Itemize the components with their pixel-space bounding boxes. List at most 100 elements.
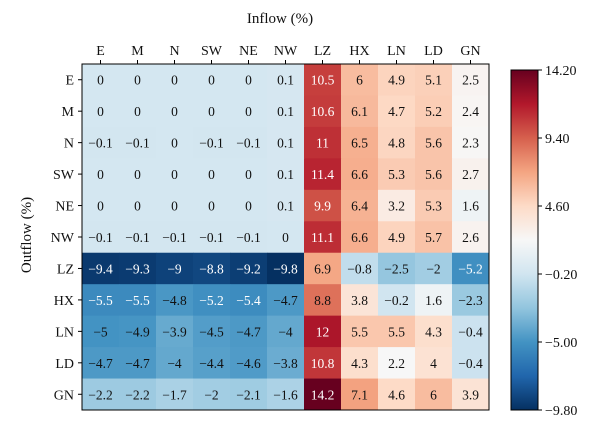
heatmap-cell: [156, 189, 194, 222]
row-tick-label: M: [62, 105, 75, 120]
cell-value-label: 4.8: [388, 136, 405, 151]
heatmap-cell: [304, 284, 342, 317]
heatmap-cell: [82, 221, 120, 254]
cell-value-label: 0.1: [277, 104, 294, 119]
cell-value-label: 0.1: [277, 73, 294, 88]
cell-value-label: 5.1: [425, 73, 442, 88]
heatmap-cell: [415, 158, 453, 191]
heatmap-cell: [230, 189, 268, 222]
heatmap-cell: [156, 64, 194, 96]
heatmap-cell: [230, 315, 268, 348]
cell-value-label: −5.5: [88, 293, 113, 308]
cell-value-label: 5.3: [388, 167, 405, 182]
column-tick-label: NE: [239, 44, 258, 59]
cell-value-label: 2.5: [462, 73, 479, 88]
cell-value-label: 6.9: [314, 261, 331, 276]
row-tick-label: LN: [55, 325, 74, 340]
heatmap-cell: [452, 126, 490, 159]
cell-value-label: −9.2: [236, 261, 261, 276]
cell-value-label: 2.3: [462, 136, 479, 151]
heatmap-cell: [341, 189, 379, 222]
heatmap-cell: [378, 378, 416, 411]
cell-value-label: −0.4: [458, 356, 483, 371]
heatmap-cell: [378, 126, 416, 159]
heatmap-cell: [378, 158, 416, 191]
heatmap-cell: [267, 315, 305, 348]
cell-value-label: −5.5: [125, 293, 150, 308]
cell-value-label: 5.2: [425, 104, 442, 119]
heatmap-cell: [193, 95, 231, 128]
cell-value-label: 3.2: [388, 199, 405, 214]
cell-value-label: 0: [171, 136, 178, 151]
cell-value-label: −9.8: [273, 261, 298, 276]
cell-value-label: 4.6: [388, 387, 405, 402]
heatmap-cell: [230, 347, 268, 379]
cell-value-label: 6.6: [351, 230, 368, 245]
cell-value-label: 8.8: [314, 293, 331, 308]
cell-value-label: 6.1: [351, 104, 368, 119]
heatmap-cell: [378, 315, 416, 348]
heatmap-cell: [304, 95, 342, 128]
heatmap-cell: [415, 378, 453, 411]
colorbar-ticks: 14.20 9.40 4.60 −0.20 −5.00 −9.80: [538, 64, 577, 419]
heatmap-cell: [119, 315, 157, 348]
cell-value-label: −9.4: [88, 261, 113, 276]
heatmap-cell: [156, 347, 194, 379]
cell-value-label: 2.2: [388, 356, 405, 371]
cell-value-label: −0.1: [88, 136, 113, 151]
column-tick-label: LZ: [314, 44, 331, 59]
column-tick-label: LN: [387, 44, 406, 59]
cell-value-label: 0: [171, 104, 178, 119]
cell-value-label: −8.8: [199, 261, 224, 276]
cell-value-label: −4.6: [236, 356, 261, 371]
heatmap-cell: [341, 221, 379, 254]
colorbar-tick-label: 4.60: [545, 200, 570, 215]
cell-value-label: 0: [208, 104, 215, 119]
cell-value-label: 5.7: [425, 230, 442, 245]
heatmap-cell: [82, 95, 120, 128]
heatmap-cell: [341, 315, 379, 348]
cell-value-label: 11: [316, 136, 329, 151]
column-tick-label: LD: [424, 44, 443, 59]
cell-value-label: 11.1: [311, 230, 334, 245]
cell-value-label: 2.4: [462, 104, 479, 119]
heatmap-cell: [193, 378, 231, 411]
heatmap-cell: [304, 347, 342, 379]
heatmap-cell: [267, 64, 305, 96]
cell-value-label: 0: [171, 199, 178, 214]
heatmap-cell: [415, 221, 453, 254]
cell-value-label: −5.2: [458, 261, 483, 276]
heatmap-cell: [452, 221, 490, 254]
heatmap-cell: [341, 158, 379, 191]
heatmap-cell: [267, 158, 305, 191]
heatmap-cell: [230, 64, 268, 96]
colorbar-tick-label: −5.00: [545, 336, 577, 351]
cell-value-label: −2: [426, 261, 440, 276]
cell-value-label: 10.8: [311, 356, 335, 371]
cell-value-label: 4.3: [425, 324, 442, 339]
cell-value-label: 0: [97, 167, 104, 182]
heatmap-cell: [267, 347, 305, 379]
cell-value-label: 3.8: [351, 293, 368, 308]
heatmap-cell: [452, 252, 490, 285]
cell-value-label: 0: [134, 104, 141, 119]
heatmap-cell: [230, 126, 268, 159]
cell-value-label: 7.1: [351, 387, 368, 402]
cell-value-label: 0: [245, 73, 252, 88]
heatmap-cell: [156, 378, 194, 411]
row-tick-label: NW: [51, 231, 75, 246]
heatmap-cell: [415, 189, 453, 222]
column-tick-label: SW: [201, 44, 223, 59]
cell-value-label: −0.2: [384, 293, 409, 308]
heatmap-cell: [82, 158, 120, 191]
heatmap-cell: [304, 126, 342, 159]
heatmap-cell: [304, 252, 342, 285]
cell-value-label: −2: [204, 387, 218, 402]
heatmap-cell: [267, 221, 305, 254]
cell-value-label: −0.1: [125, 136, 150, 151]
heatmap-cell: [119, 252, 157, 285]
cell-value-label: 5.5: [351, 324, 368, 339]
row-tick-label: N: [64, 137, 74, 152]
cell-value-label: 4.3: [351, 356, 368, 371]
cell-value-label: −0.1: [162, 230, 187, 245]
